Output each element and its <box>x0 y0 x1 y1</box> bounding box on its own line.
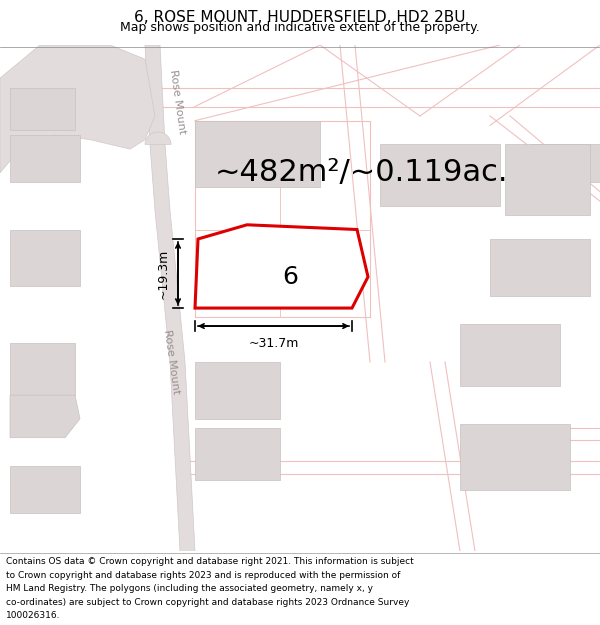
Text: ~31.7m: ~31.7m <box>248 338 299 351</box>
Polygon shape <box>505 144 590 216</box>
Polygon shape <box>195 225 368 308</box>
Polygon shape <box>195 428 280 480</box>
Text: Contains OS data © Crown copyright and database right 2021. This information is : Contains OS data © Crown copyright and d… <box>6 558 414 566</box>
Text: ~482m²/~0.119ac.: ~482m²/~0.119ac. <box>215 158 509 188</box>
Polygon shape <box>10 88 75 130</box>
Polygon shape <box>10 466 80 513</box>
Text: ~19.3m: ~19.3m <box>157 248 170 299</box>
Wedge shape <box>145 132 171 144</box>
Polygon shape <box>10 135 80 182</box>
Polygon shape <box>460 324 560 386</box>
Polygon shape <box>0 45 155 172</box>
Polygon shape <box>145 45 195 551</box>
Polygon shape <box>490 239 590 296</box>
Text: co-ordinates) are subject to Crown copyright and database rights 2023 Ordnance S: co-ordinates) are subject to Crown copyr… <box>6 598 409 607</box>
Polygon shape <box>10 343 75 395</box>
Text: Map shows position and indicative extent of the property.: Map shows position and indicative extent… <box>120 21 480 34</box>
Polygon shape <box>460 424 570 490</box>
Text: Rose Mount: Rose Mount <box>169 69 187 135</box>
Text: Rose Mount: Rose Mount <box>163 329 181 395</box>
Text: to Crown copyright and database rights 2023 and is reproduced with the permissio: to Crown copyright and database rights 2… <box>6 571 400 579</box>
Text: 100026316.: 100026316. <box>6 611 61 620</box>
Polygon shape <box>195 121 320 187</box>
Polygon shape <box>380 144 500 206</box>
Polygon shape <box>530 144 600 182</box>
Polygon shape <box>10 395 80 438</box>
Polygon shape <box>10 229 80 286</box>
Polygon shape <box>195 362 280 419</box>
Text: 6: 6 <box>282 265 298 289</box>
Text: 6, ROSE MOUNT, HUDDERSFIELD, HD2 2BU: 6, ROSE MOUNT, HUDDERSFIELD, HD2 2BU <box>134 10 466 25</box>
Text: HM Land Registry. The polygons (including the associated geometry, namely x, y: HM Land Registry. The polygons (includin… <box>6 584 373 593</box>
